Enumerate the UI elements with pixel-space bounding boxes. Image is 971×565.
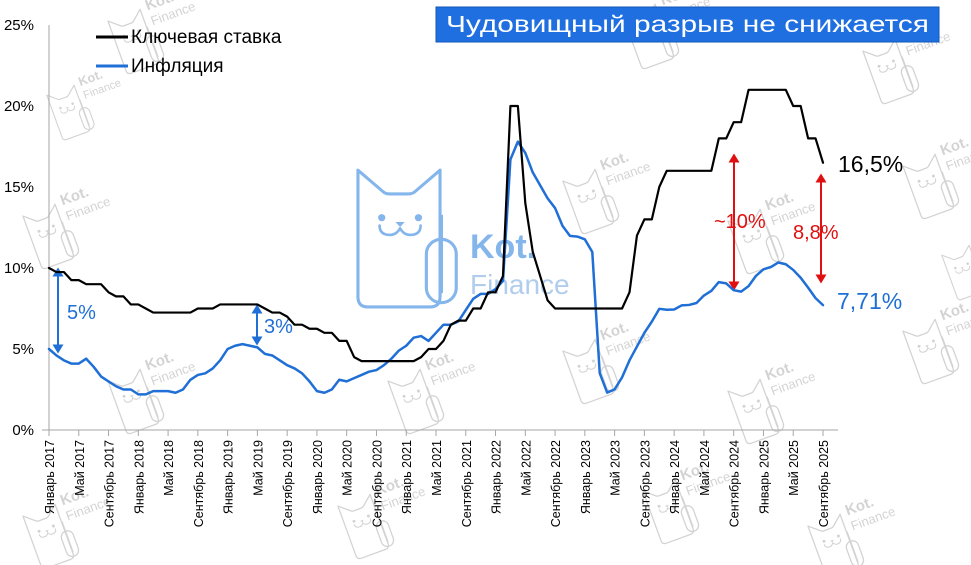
svg-text:10%: 10% [4, 260, 34, 277]
svg-text:Сентябрь 2021: Сентябрь 2021 [460, 440, 474, 527]
svg-text:Май 2018: Май 2018 [162, 440, 176, 496]
svg-text:Январь 2025: Январь 2025 [757, 440, 771, 514]
svg-text:25%: 25% [4, 17, 34, 34]
svg-text:Сентябрь 2020: Сентябрь 2020 [370, 440, 384, 527]
svg-text:Январь 2022: Январь 2022 [490, 440, 504, 514]
svg-text:Сентябрь 2018: Сентябрь 2018 [192, 440, 206, 527]
svg-text:Сентябрь 2022: Сентябрь 2022 [549, 440, 563, 527]
svg-text:Сентябрь 2019: Сентябрь 2019 [281, 440, 295, 527]
svg-text:Май 2021: Май 2021 [430, 440, 444, 496]
svg-text:8,8%: 8,8% [793, 222, 839, 244]
svg-text:Май 2019: Май 2019 [251, 440, 265, 496]
svg-text:Январь 2023: Январь 2023 [579, 440, 593, 514]
svg-text:5%: 5% [12, 341, 34, 358]
svg-text:Май 2017: Май 2017 [73, 440, 87, 496]
svg-text:Сентябрь 2023: Сентябрь 2023 [638, 440, 652, 527]
svg-text:Чудовищный разрыв не снижается: Чудовищный разрыв не снижается [446, 11, 929, 37]
svg-text:Май 2020: Май 2020 [341, 440, 355, 496]
svg-text:Сентябрь 2024: Сентябрь 2024 [728, 440, 742, 527]
svg-text:Инфляция: Инфляция [131, 56, 224, 77]
svg-text:7,71%: 7,71% [837, 288, 902, 314]
svg-text:Январь 2020: Январь 2020 [311, 440, 325, 514]
svg-text:Сентябрь 2017: Сентябрь 2017 [103, 440, 117, 527]
svg-text:Май 2022: Май 2022 [519, 440, 533, 496]
svg-text:Finance: Finance [470, 269, 570, 300]
svg-text:0%: 0% [12, 422, 34, 439]
svg-text:Май 2023: Май 2023 [609, 440, 623, 496]
svg-text:Сентябрь 2025: Сентябрь 2025 [817, 440, 831, 527]
svg-text:~10%: ~10% [714, 211, 766, 233]
svg-text:Май 2024: Май 2024 [698, 440, 712, 496]
svg-text:5%: 5% [67, 302, 96, 324]
svg-text:Январь 2018: Январь 2018 [132, 440, 146, 514]
svg-text:Ключевая ставка: Ключевая ставка [131, 27, 282, 48]
svg-text:Январь 2019: Январь 2019 [222, 440, 236, 514]
svg-text:Январь 2017: Январь 2017 [43, 440, 57, 514]
svg-text:Май 2025: Май 2025 [787, 440, 801, 496]
svg-text:Январь 2024: Январь 2024 [668, 440, 682, 514]
svg-text:20%: 20% [4, 98, 34, 115]
svg-text:15%: 15% [4, 179, 34, 196]
svg-text:Январь 2021: Январь 2021 [400, 440, 414, 514]
svg-text:16,5%: 16,5% [838, 151, 903, 177]
